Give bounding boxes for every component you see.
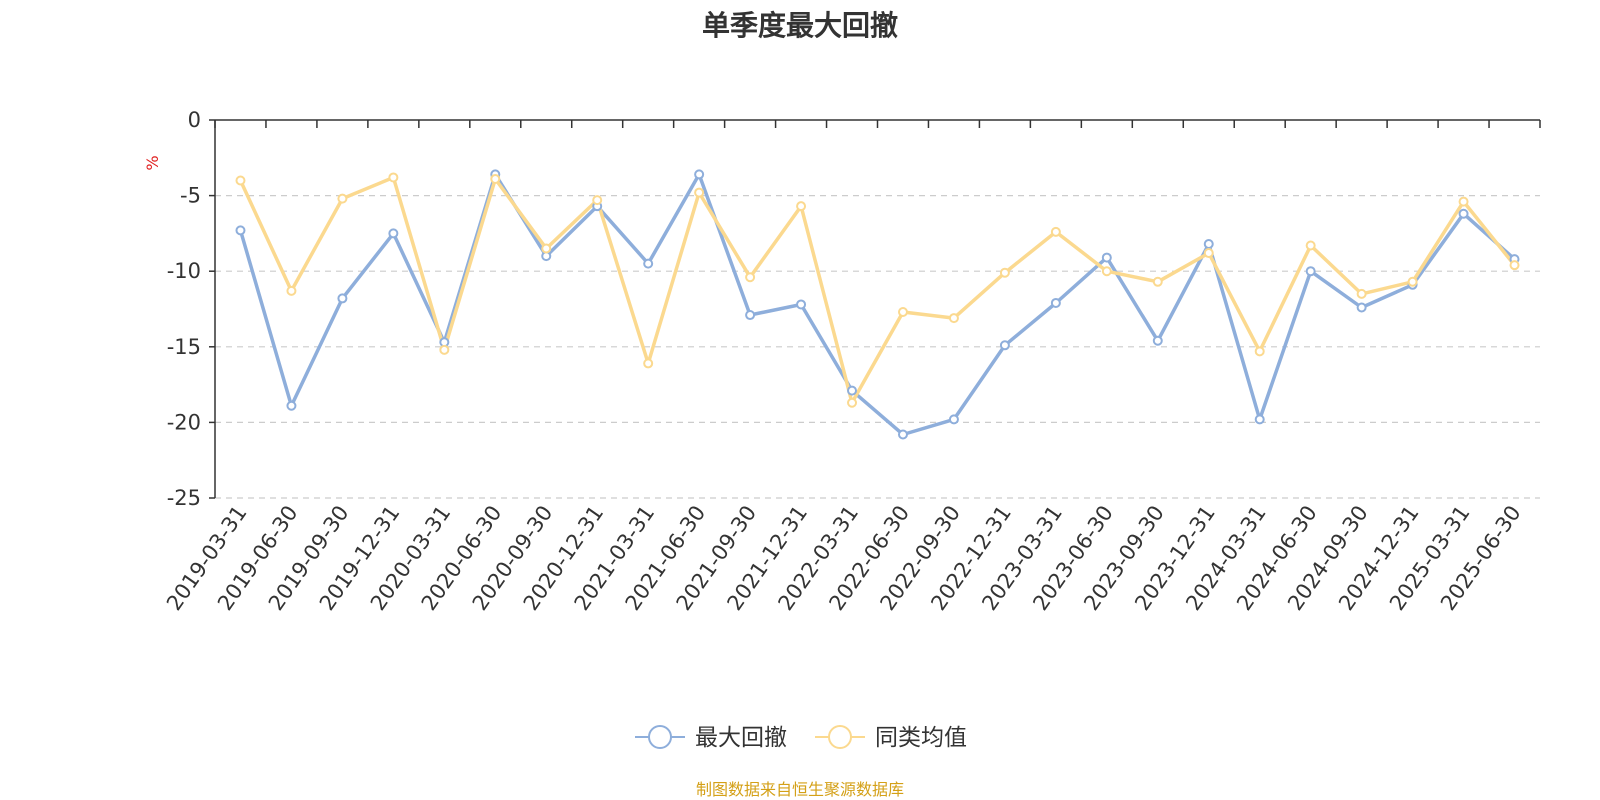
data-point xyxy=(592,195,603,206)
data-point xyxy=(286,400,297,411)
data-point xyxy=(643,258,654,269)
series-line-1 xyxy=(238,172,1516,437)
chart-title: 单季度最大回撤 xyxy=(701,9,898,42)
data-point xyxy=(1458,208,1469,219)
data-point xyxy=(847,385,858,396)
data-point xyxy=(1152,276,1163,287)
series-lines xyxy=(235,169,1520,440)
y-tick-label: -10 xyxy=(167,259,201,283)
data-point xyxy=(897,307,908,318)
data-point xyxy=(286,285,297,296)
legend-label: 最大回撤 xyxy=(695,725,787,751)
y-tick-label: -5 xyxy=(180,184,201,208)
data-point xyxy=(694,169,705,180)
data-point xyxy=(388,172,399,183)
data-point xyxy=(1101,266,1112,277)
source-note: 制图数据来自恒生聚源数据库 xyxy=(695,780,904,799)
data-point xyxy=(1305,240,1316,251)
data-point xyxy=(337,293,348,304)
data-point xyxy=(388,228,399,239)
data-point xyxy=(1203,248,1214,259)
legend-marker xyxy=(648,725,672,749)
data-point xyxy=(745,310,756,321)
y-tick-label: -25 xyxy=(167,486,201,510)
data-point xyxy=(1356,302,1367,313)
data-point xyxy=(235,225,246,236)
data-point xyxy=(897,429,908,440)
series-line-2 xyxy=(238,175,1516,405)
data-point xyxy=(948,313,959,324)
data-point xyxy=(439,344,450,355)
data-point xyxy=(796,201,807,212)
data-point xyxy=(694,187,705,198)
data-point xyxy=(745,272,756,283)
line-chart: 0-5-10-15-20-25%2019-03-312019-06-302019… xyxy=(143,108,1541,751)
legend-label: 同类均值 xyxy=(875,725,967,751)
data-point xyxy=(1458,196,1469,207)
legend-item-1[interactable]: 最大回撤 xyxy=(635,725,787,751)
data-point xyxy=(999,267,1010,278)
data-point xyxy=(1203,238,1214,249)
data-point xyxy=(1305,266,1316,277)
data-point xyxy=(235,175,246,186)
data-point xyxy=(337,193,348,204)
legend-marker xyxy=(828,725,852,749)
data-point xyxy=(1356,288,1367,299)
y-tick-label: -15 xyxy=(167,335,201,359)
data-point xyxy=(1509,260,1520,271)
legend[interactable]: 最大回撤 同类均值 xyxy=(635,725,967,751)
data-point xyxy=(643,358,654,369)
data-point xyxy=(1254,346,1265,357)
data-point xyxy=(1050,226,1061,237)
data-point xyxy=(796,299,807,310)
data-point xyxy=(1254,414,1265,425)
y-axis-label: % xyxy=(143,155,162,170)
grid-lines xyxy=(215,195,1540,499)
data-point xyxy=(847,397,858,408)
y-tick-label: -20 xyxy=(167,410,201,434)
data-point xyxy=(1407,276,1418,287)
data-point xyxy=(1050,297,1061,308)
data-point xyxy=(999,340,1010,351)
data-point xyxy=(541,243,552,254)
data-point xyxy=(1152,335,1163,346)
y-tick-label: 0 xyxy=(188,108,201,132)
data-point xyxy=(1101,252,1112,263)
data-point xyxy=(948,414,959,425)
legend-item-2[interactable]: 同类均值 xyxy=(815,725,967,751)
data-point xyxy=(490,173,501,184)
